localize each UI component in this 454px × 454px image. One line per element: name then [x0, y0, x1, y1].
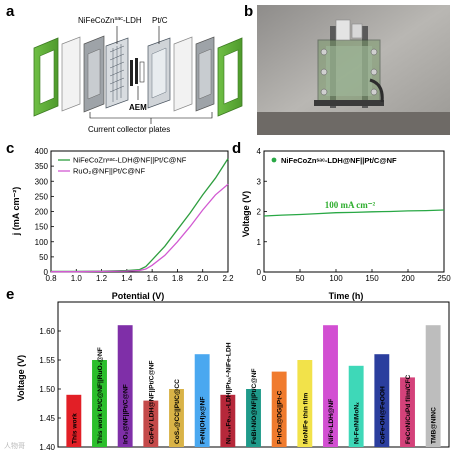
panel-a-schematic: a [6, 3, 242, 134]
chart-d-ytick-label: 4 [257, 147, 262, 156]
chart-d-legend-entry: NiFeCoZnˢᵃᶜ-LDH@NF||Pt/C@NF [281, 156, 397, 165]
chart-d-ytick-label: 2 [257, 208, 262, 217]
chart-e-ytick-label: 1.50 [39, 385, 55, 394]
chart-d-ylabel: Voltage (V) [241, 191, 251, 237]
catalyst-plate-right [148, 38, 170, 108]
chart-e-bar-label: Ni-Fe/NiMoNₓ [354, 402, 361, 444]
panel-d-letter: d [232, 140, 241, 157]
chart-d-legend: NiFeCoZnˢᵃᶜ-LDH@NF||Pt/C@NF [272, 156, 397, 165]
chart-c-xtick-label: 1.4 [121, 274, 133, 283]
chart-c-ytick-label: 50 [39, 253, 48, 262]
chart-c-ytick-label: 250 [35, 192, 49, 201]
panel-b-photo: b [244, 3, 450, 135]
chart-e-bar-label: CoFeV LDH@NF||Pt/C@NF [148, 360, 155, 444]
left-gasket [62, 37, 80, 111]
chart-e-bar-label: FeBi-NiO@NF||Pt/C@NF [251, 368, 258, 444]
chart-c-ylabel: j (mA cm⁻²) [11, 187, 21, 236]
chart-e-bar-label: NiFe-LDH@NF [328, 399, 335, 444]
panel-a-letter: a [6, 3, 15, 20]
chart-e-ytick-label: 1.40 [39, 443, 55, 452]
right-flow-plate [196, 37, 214, 111]
chart-e-bar-label: FeCoNiCuPd film/CFC [405, 375, 412, 444]
panel-e-letter: e [6, 286, 14, 303]
chart-d-xtick-label: 150 [365, 274, 379, 283]
chart-c-xlabel: Potential (V) [112, 291, 165, 301]
catalyst-grid-left [106, 38, 128, 108]
right-collector-plate [218, 38, 242, 116]
chart-c-xtick-label: 1.2 [96, 274, 108, 283]
chart-e-ytick-label: 1.45 [39, 414, 55, 423]
chart-d-xtick-label: 0 [262, 274, 267, 283]
watermark: 人物哥 [4, 441, 25, 450]
left-flow-plate [84, 36, 104, 112]
panel-b-letter: b [244, 3, 253, 20]
chart-e-bar-label: CoS₂@CC||Pt/C@CC [174, 379, 181, 444]
left-collector-plate [34, 38, 58, 116]
chart-c-legend: NiFeCoZnˢᵃᶜ-LDH@NF||Pt/C@NF RuO₂@NF||Pt/C… [58, 156, 187, 176]
chart-c-ytick-label: 200 [35, 208, 49, 217]
chart-d-ytick-label: 0 [257, 268, 262, 277]
chart-e-ylabel: Voltage (V) [16, 355, 26, 401]
chart-c-xtick-label: 1.6 [147, 274, 159, 283]
label-aem: AEM [129, 103, 147, 112]
chart-d-ytick-label: 1 [257, 238, 262, 247]
chart-e-bar-label: TMB@NINC [431, 407, 438, 444]
chart-d-xtick-label: 250 [437, 274, 451, 283]
chart-c-ytick-label: 150 [35, 223, 49, 232]
chart-c-ytick-label: 400 [35, 147, 49, 156]
chart-d-xtick-label: 50 [296, 274, 305, 283]
chart-d-plot-frame [264, 151, 444, 272]
chart-e-bar-label: P-IrOx@DG||Pt-C [277, 390, 284, 444]
chart-c-xtick-label: 2.2 [222, 274, 234, 283]
right-gasket [174, 37, 192, 111]
chart-e-ytick-label: 1.60 [39, 327, 55, 336]
chart-d-xtick-label: 200 [401, 274, 415, 283]
chart-e-bar-label: This work [71, 413, 78, 444]
chart-e-bar-label: This work Pt/C@NF||RuO₂@NF [97, 347, 104, 444]
label-collector-plates: Current collector plates [88, 125, 170, 134]
chart-c-ytick-label: 0 [44, 268, 49, 277]
chart-e-bar-label: CoFe-OH@FeOOH [379, 386, 386, 444]
chart-d-xlabel: Time (h) [329, 291, 364, 301]
chart-c-xtick-label: 2.0 [197, 274, 209, 283]
panel-c-polarization-chart: c 0.8 1.0 1.2 1.4 1.6 1.8 2.0 2.2 0 50 100 150 200 25… [6, 140, 234, 301]
chart-d-legend-marker [272, 158, 277, 163]
panel-c-letter: c [6, 140, 14, 157]
chart-c-legend-entry: NiFeCoZnˢᵃᶜ-LDH@NF||Pt/C@NF [73, 156, 187, 165]
chart-e-bar-label: Ni₀.₈₅Fe₀.₁₅-LDH||Ptₛₐᶜ-NiFe-LDH [225, 342, 232, 444]
chart-e-ytick-label: 1.55 [39, 356, 55, 365]
chart-d-annotation: 100 mA cm⁻² [325, 200, 376, 210]
photo-tabletop [257, 112, 450, 135]
chart-c-xtick-label: 1.0 [71, 274, 83, 283]
chart-d-ytick-label: 3 [257, 177, 262, 186]
chart-e-bar-label: FeNi(OH)x@NF [200, 397, 207, 444]
chart-e-bar-label: IrO₂@NF||Pt/C@NF [123, 384, 130, 444]
chart-c-ytick-label: 300 [35, 177, 49, 186]
chart-c-series-line-1 [51, 159, 228, 272]
chart-c-legend-entry: RuO₂@NF||Pt/C@NF [73, 167, 145, 176]
chart-d-series-line-1 [264, 210, 444, 216]
aem-membrane [130, 58, 144, 86]
label-catalyst-left: NiFeCoZnsac-LDH [78, 16, 142, 25]
label-pt-c: Pt/C [152, 16, 168, 25]
chart-e-bar-label: MoNiFe thin film [302, 393, 309, 444]
panel-d-stability-chart: d 0 50 100 150 200 250 0 1 2 3 4 Time (h) Voltage … [232, 140, 451, 301]
chart-c-ytick-label: 350 [35, 162, 49, 171]
chart-c-xtick-label: 1.8 [172, 274, 184, 283]
panel-e-bar-chart: e 1.40 1.45 1.50 1.55 1.60 This work This wor… [6, 286, 449, 452]
chart-d-xtick-label: 100 [329, 274, 343, 283]
chart-c-ytick-label: 100 [35, 238, 49, 247]
